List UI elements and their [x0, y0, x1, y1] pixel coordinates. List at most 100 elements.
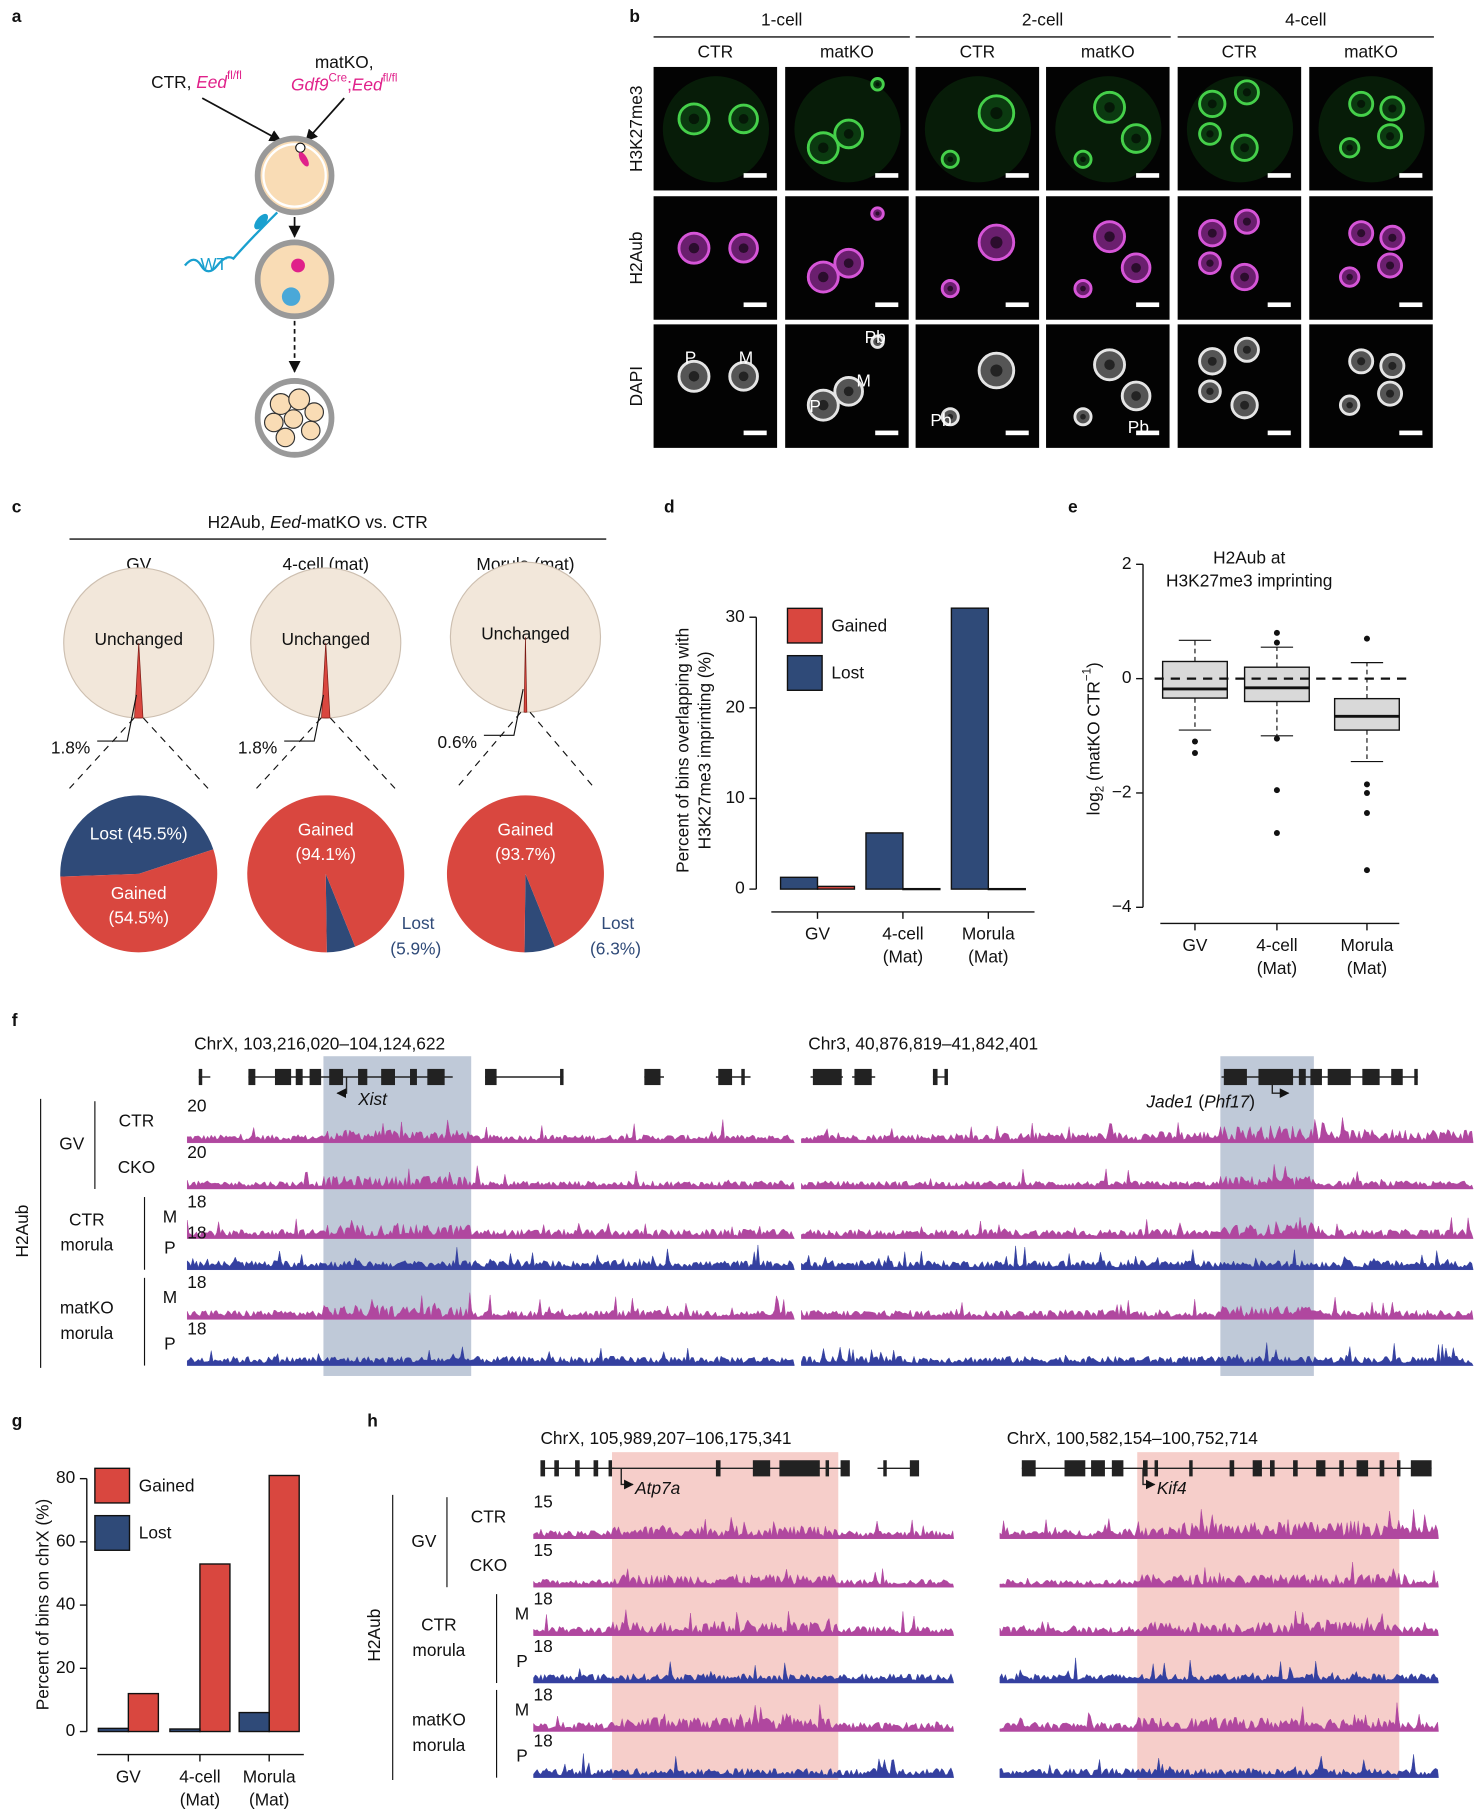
pie-slice — [524, 873, 555, 953]
micrograph — [915, 66, 1040, 191]
blastomere — [300, 420, 321, 441]
exon — [1021, 1460, 1036, 1477]
group-label: GV — [411, 1531, 436, 1551]
exon — [540, 1460, 546, 1477]
nucleolus — [1206, 259, 1214, 267]
exon — [741, 1068, 745, 1086]
panel-letter: d — [664, 496, 675, 516]
scale-bar — [1267, 302, 1291, 308]
panel-letter: c — [12, 496, 22, 516]
blastomere — [283, 409, 304, 429]
image-background — [1309, 324, 1433, 448]
x-tick-label: GV — [1182, 935, 1207, 955]
pie-value-label: (93.7%) — [495, 844, 556, 864]
track-scale: 18 — [187, 1223, 206, 1243]
y-tick-label: 0 — [735, 878, 745, 898]
pie-slice — [523, 637, 528, 713]
exon — [329, 1068, 344, 1086]
nucleolus — [1388, 361, 1397, 370]
group-label: CTR — [421, 1614, 457, 1634]
blastomere — [304, 402, 325, 422]
x-tick-label: (Mat) — [180, 1789, 220, 1809]
exon — [410, 1068, 417, 1086]
y-tick-label: 20 — [56, 1657, 75, 1677]
y-tick-label: 20 — [726, 696, 745, 716]
zoom-line — [256, 717, 322, 789]
ctr-genotype: CTR, Eedfl/fl — [151, 70, 242, 91]
exon — [1111, 1460, 1124, 1477]
zoom-line — [69, 717, 135, 789]
exon — [644, 1068, 661, 1086]
allele: fl/fl — [383, 73, 398, 85]
nucleolus — [1388, 104, 1397, 113]
category: Lost — [90, 823, 123, 843]
nucleolus — [990, 107, 1003, 120]
x-tick-label: 4-cell — [882, 924, 923, 944]
legend-label: Lost — [139, 1523, 172, 1543]
value: (45.5%) — [127, 823, 188, 843]
pie-value-label: (54.5%) — [108, 907, 169, 927]
nucleolus — [990, 364, 1003, 377]
signal-track — [801, 1217, 1474, 1239]
tss-arrow — [336, 1076, 348, 1099]
scale-bar — [1136, 430, 1160, 436]
y-tick-label: 10 — [726, 787, 745, 807]
pie-slice — [60, 795, 214, 877]
exon — [1410, 1460, 1432, 1477]
condition-label: matKO — [1344, 42, 1398, 62]
group-label: GV — [59, 1134, 84, 1154]
nucleolus — [1206, 130, 1214, 138]
x-tick-label: Morula — [1341, 935, 1394, 955]
condition-label: CTR — [960, 42, 996, 62]
track-scale: 18 — [187, 1318, 206, 1338]
nucleolus — [1357, 229, 1366, 238]
nucleolus — [947, 413, 954, 420]
exon — [812, 1068, 842, 1086]
stage-label: 4-cell — [1285, 9, 1326, 29]
arrow — [201, 97, 282, 142]
outlier — [1273, 639, 1280, 646]
cell-outline — [1318, 76, 1425, 183]
exon — [1269, 1460, 1275, 1477]
track-scale: 15 — [534, 1540, 553, 1560]
nucleolus — [1207, 228, 1217, 238]
exon — [248, 1068, 256, 1086]
group-label: morula — [412, 1735, 465, 1755]
bar — [127, 1692, 160, 1733]
signal-track — [999, 1657, 1439, 1684]
exon — [944, 1068, 948, 1086]
nucleolus — [875, 211, 880, 216]
header-gene: Eed — [270, 511, 302, 531]
matko-name: matKO, — [315, 52, 374, 72]
outlier — [1363, 789, 1370, 796]
header-mark: H2Aub, — [208, 511, 271, 531]
nucleolus — [1346, 273, 1353, 281]
label-part: (matKO CTR — [1083, 681, 1103, 786]
outlier — [1273, 787, 1280, 794]
micrograph — [1177, 324, 1302, 448]
track-scale: 18 — [187, 1191, 206, 1211]
zygote-ring — [262, 143, 327, 208]
pie-center-label: Unchanged — [481, 623, 569, 643]
row-label: H3K27me3 — [626, 85, 646, 172]
exon — [358, 1068, 368, 1086]
scale-bar — [1136, 302, 1160, 308]
bar — [816, 885, 856, 890]
dapi-label: Pb — [865, 327, 886, 347]
gene: Eed — [196, 72, 228, 92]
scale-bar — [875, 430, 899, 436]
legend-label: Gained — [139, 1475, 195, 1495]
y-axis-label: Percent of bins on chrX (%) — [33, 1499, 53, 1711]
group-label: matKO — [412, 1710, 466, 1730]
scale-bar — [743, 302, 767, 308]
bar — [987, 887, 1026, 891]
nucleolus — [990, 236, 1003, 249]
gene-label: Xist — [357, 1089, 388, 1109]
nucleolus — [818, 271, 829, 283]
maternal-chromatin — [298, 152, 309, 167]
signal-track — [533, 1517, 954, 1539]
row-label: CKO — [118, 1157, 155, 1177]
tss-arrow — [1271, 1076, 1290, 1099]
exon — [608, 1460, 613, 1477]
exon — [1223, 1068, 1247, 1086]
